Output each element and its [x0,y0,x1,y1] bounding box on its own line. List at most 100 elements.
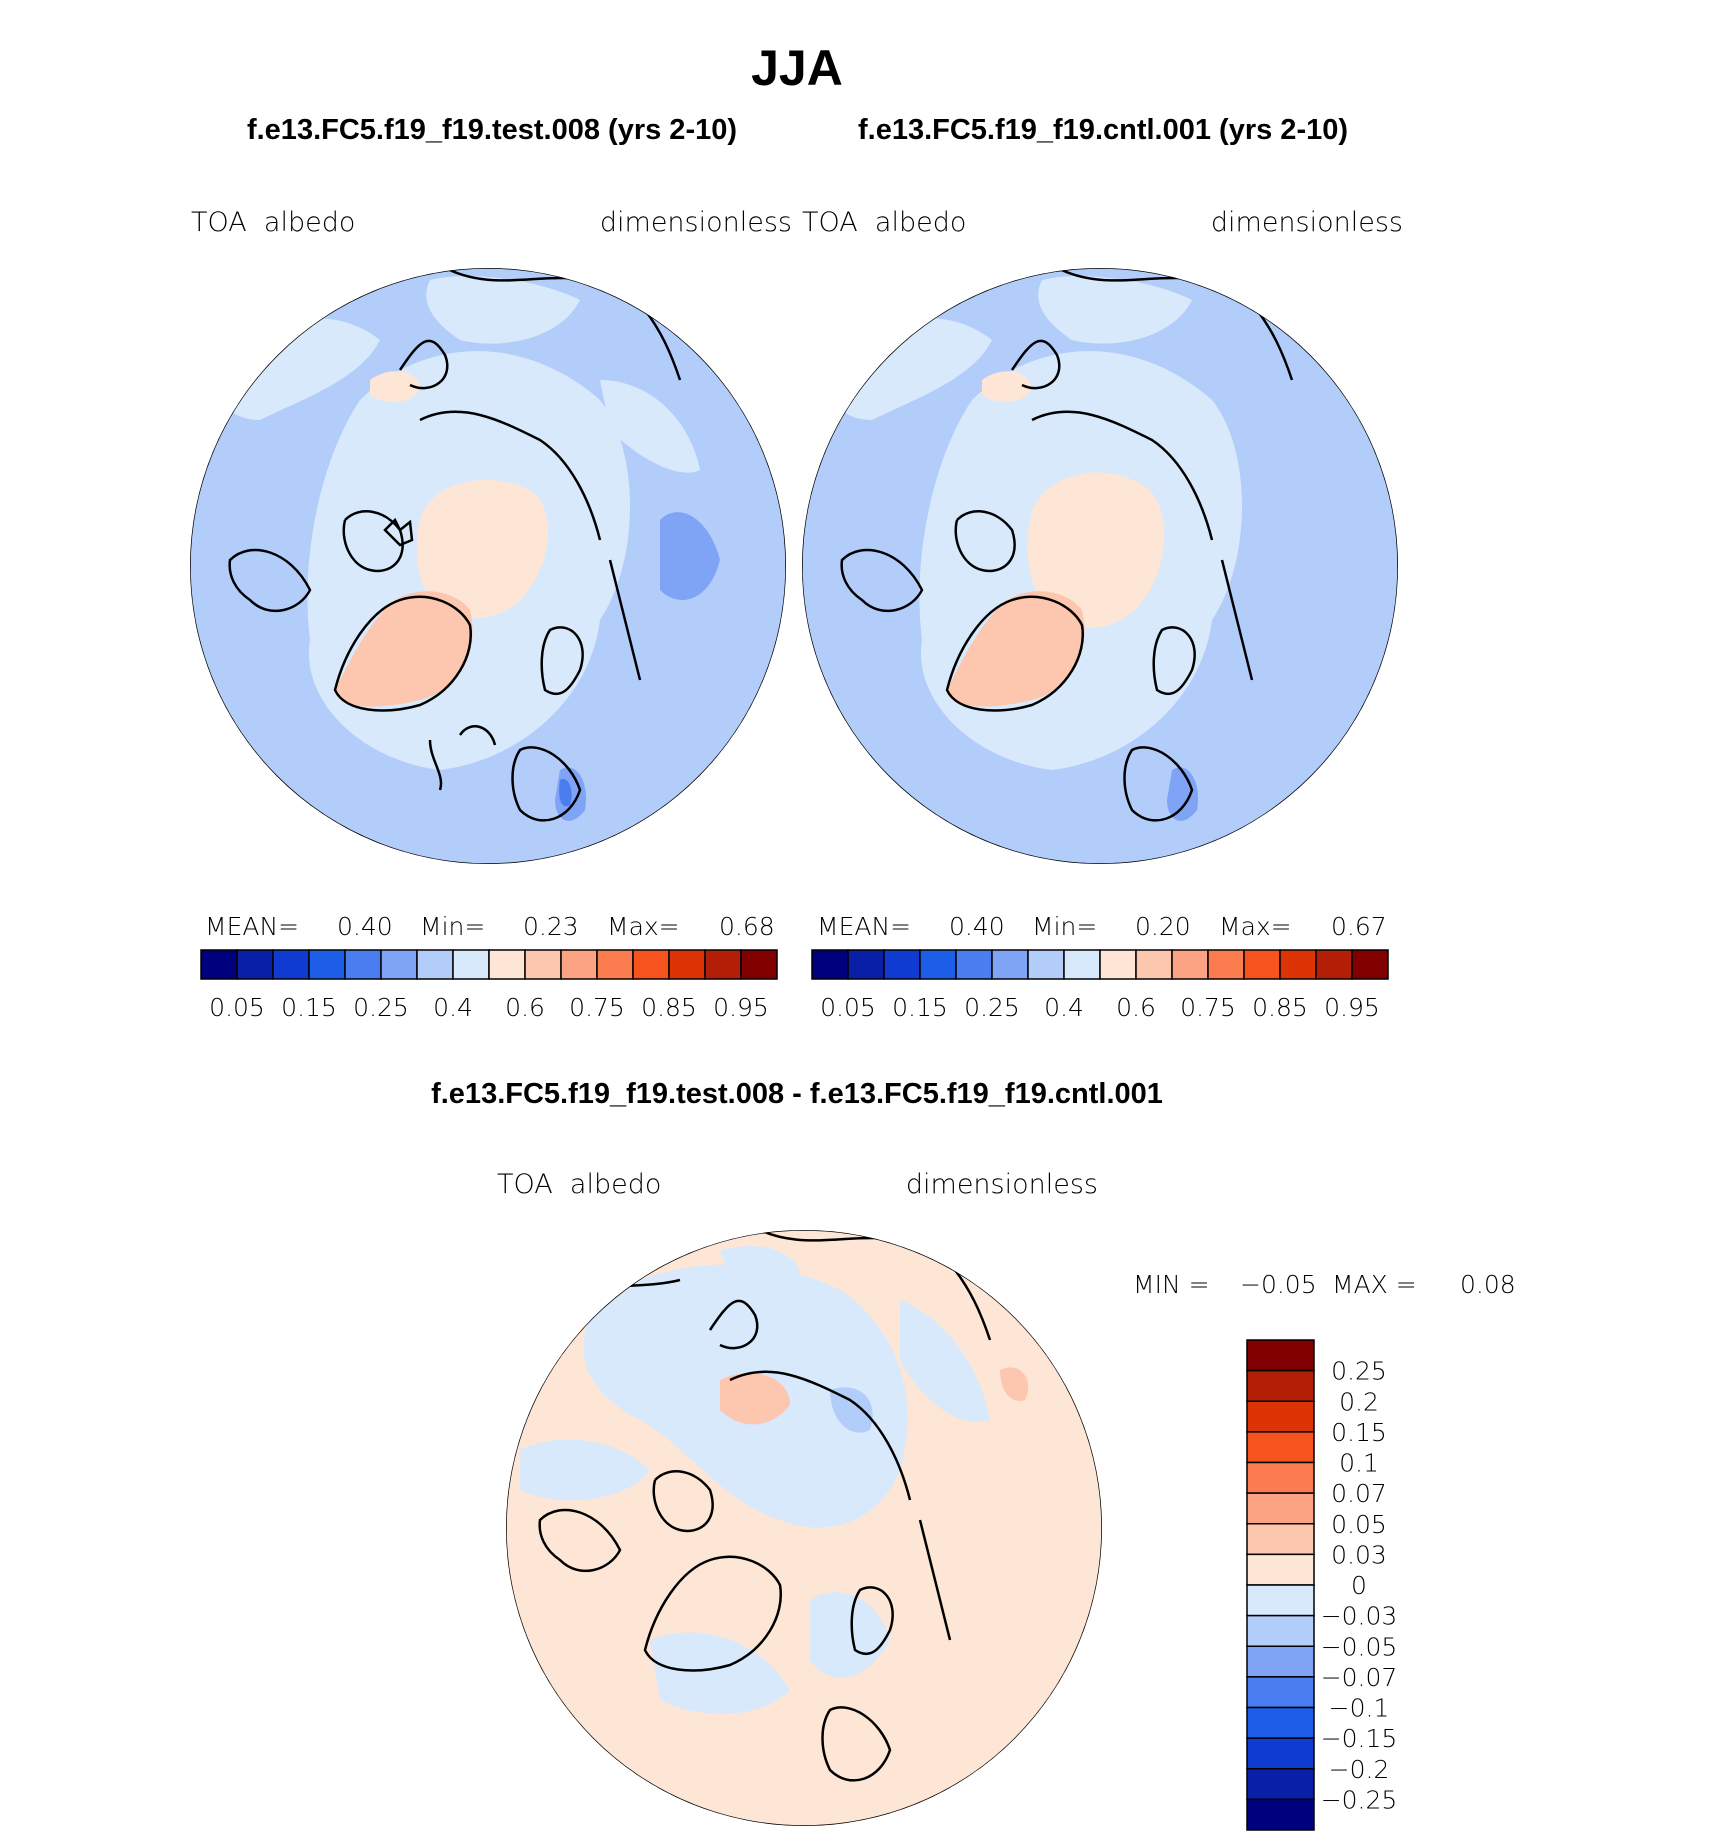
colorbar-diff-tick-label: 0.1 [1339,1449,1379,1478]
colorbar-diff-swatch [1246,1706,1315,1739]
colorbar-diff-tick-label: 0.2 [1339,1387,1379,1416]
colorbar-cntl-swatch [919,949,957,980]
colorbar-test-swatch [344,949,382,980]
map-region-dark [802,385,838,441]
colorbar-cntl-swatch [1063,949,1101,980]
coastline [398,339,449,390]
panel-diff-variable: TOA albedo [497,1169,661,1200]
colorbar-cntl-tick-label: 0.25 [964,993,1020,1022]
map-region-green [947,591,1085,707]
coastline [821,1706,892,1782]
coastline [511,746,582,822]
coastline [643,1555,782,1672]
colorbar-cntl-swatch [847,949,885,980]
colorbar-cntl-tick-label: 0.4 [1044,993,1084,1022]
colorbar-cntl-swatch [991,949,1029,980]
cntl-max-value: 0.67 [1331,912,1387,941]
colorbar-diff-swatch [1246,1584,1315,1617]
colorbar-diff-tick-label: 0.15 [1331,1418,1387,1447]
diff-max-label: MAX = [1332,1270,1417,1299]
coastline [708,1299,759,1350]
coastline [1123,746,1194,822]
coastline [850,1586,894,1656]
right-case-title: f.e13.FC5.f19_f19.cntl.001 (yrs 2-10) [858,114,1348,146]
colorbar-cntl-tick-label: 0.6 [1116,993,1156,1022]
colorbar-test: 0.05 0.15 0.25 0.4 0.6 0.75 0.85 0.95 [200,949,778,1022]
colorbar-diff-tick-label: 0.03 [1331,1540,1387,1569]
diff-min-value: −0.05 [1240,1270,1317,1299]
colorbar-diff-tick-label: −0.1 [1329,1694,1390,1723]
map-region-dneg [900,1300,990,1422]
colorbar-diff-swatch [1246,1798,1315,1831]
colorbar-cntl-tick-label: 0.95 [1324,993,1380,1022]
colorbar-cntl-swatch [1171,949,1209,980]
colorbar-diff-swatch [1246,1768,1315,1801]
colorbar-cntl-swatch [1243,949,1281,980]
diff-min-label: MIN = [1133,1270,1210,1299]
panel-cntl-units: dimensionless [1211,207,1403,238]
colorbar-diff: 0.250.20.150.10.070.050.030−0.03−0.05−0.… [1246,1339,1398,1831]
map-region-dark [190,385,226,441]
colorbar-test-swatch [488,949,526,980]
colorbar-diff-swatch [1246,1676,1315,1709]
colorbar-test-tick-label: 0.6 [505,993,545,1022]
colorbar-diff-swatch [1246,1553,1315,1586]
colorbar-test-swatch [380,949,418,980]
colorbar-cntl-swatch [1027,949,1065,980]
map-region-dneg2 [830,1387,873,1433]
coastline [383,517,414,547]
coastline [840,548,924,613]
colorbar-test-swatch [632,949,670,980]
colorbar-test-swatch [668,949,706,980]
colorbar-test-swatch [308,949,346,980]
cntl-mean-label: MEAN= [817,912,911,941]
colorbar-diff-swatch [1246,1614,1315,1647]
colorbar-diff-tick-label: −0.05 [1321,1632,1398,1661]
test-max-label: Max= [607,912,680,941]
map-region-ice [600,380,700,473]
colorbar-test-swatch [236,949,274,980]
colorbar-cntl-tick-label: 0.05 [820,993,876,1022]
test-min-label: Min= [420,912,485,941]
colorbar-cntl-swatch [883,949,921,980]
cntl-min-label: Min= [1032,912,1097,941]
colorbar-diff-swatch [1246,1400,1315,1433]
cntl-min-value: 0.20 [1135,912,1191,941]
test-mean-value: 0.40 [337,912,393,941]
panel-diff-stats: MIN = −0.05 MAX = 0.08 [1133,1270,1516,1299]
colorbar-cntl-swatch [1279,949,1317,980]
coastline [953,1269,992,1341]
colorbar-diff-swatch [1246,1461,1315,1494]
diff-title: f.e13.FC5.f19_f19.test.008 - f.e13.FC5.f… [431,1078,1163,1110]
panel-diff-units: dimensionless [906,1169,1098,1200]
map-region-ice [1038,276,1192,344]
colorbar-cntl-swatch [1099,949,1137,980]
map-region-dneg [650,1632,790,1714]
map-test [190,268,786,864]
colorbar-test-tick-label: 0.95 [713,993,769,1022]
coastline [342,510,404,573]
map-region-bright [1027,472,1165,629]
colorbar-cntl-swatch [1207,949,1245,980]
coastline [954,510,1016,573]
colorbar-diff-tick-label: 0.25 [1331,1357,1387,1386]
colorbar-diff-swatch [1246,1523,1315,1556]
coastline [458,725,497,746]
coastline [228,548,312,613]
map-region-dark [660,512,720,600]
map-region-dneg [720,1246,800,1287]
figure-title: JJA [751,40,843,96]
map-region-green [335,591,473,707]
map-region-bright [982,371,1032,402]
map-region-darker [559,779,572,807]
colorbar-diff-tick-label: −0.2 [1329,1755,1390,1784]
colorbar-test-tick-label: 0.75 [569,993,625,1022]
colorbar-diff-tick-label: 0.07 [1331,1479,1387,1508]
map-region-dneg [520,1439,650,1501]
colorbar-test-swatch [416,949,454,980]
colorbar-cntl-swatch [1315,949,1353,980]
map-region-dark [1167,767,1198,821]
colorbar-test-tick-label: 0.4 [433,993,473,1022]
colorbar-diff-swatch [1246,1339,1315,1372]
